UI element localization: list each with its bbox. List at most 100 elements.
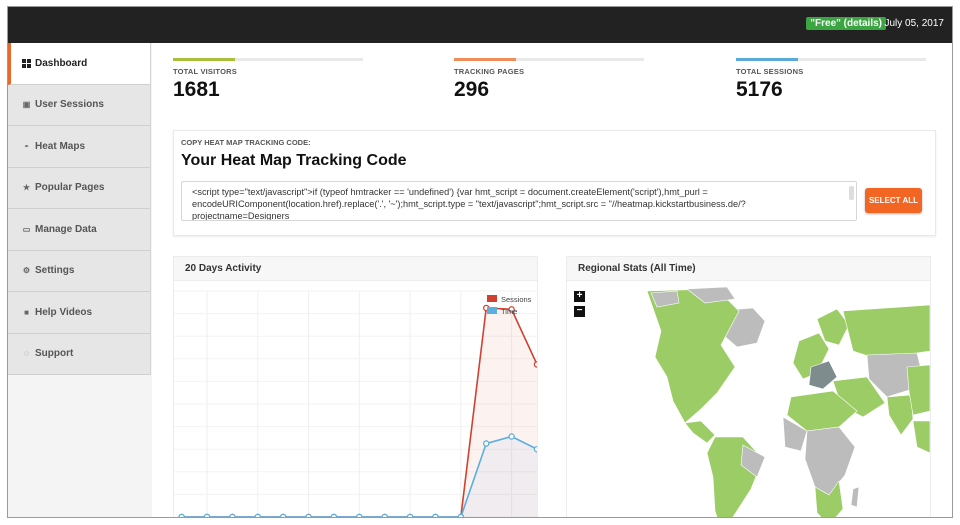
gauge-icon: ◓ (24, 141, 29, 151)
data-point (457, 513, 465, 517)
data-point (279, 513, 287, 517)
series-line (181, 435, 538, 517)
sidebar-item-label: User Sessions (35, 99, 104, 111)
map-europe-central[interactable] (808, 360, 838, 390)
legend-swatch (487, 307, 497, 314)
sidebar-item-label: Dashboard (35, 57, 88, 69)
map-central-africa[interactable] (804, 426, 856, 496)
stat-total-visitors: TOTAL VISITORS 1681 (173, 58, 363, 102)
sidebar-item-support[interactable]: ◌ Support (8, 334, 150, 375)
chat-icon: ◌ (24, 349, 29, 359)
regional-panel-title: Regional Stats (All Time) (567, 257, 930, 281)
tracking-code-textarea[interactable]: <script type="text/javascript">if (typeo… (181, 181, 857, 221)
video-icon: ■ (24, 307, 29, 317)
data-point (305, 513, 312, 517)
app-window: "Free" (details) July 05, 2017 Dashboard… (7, 6, 953, 518)
data-point (203, 513, 211, 517)
map-east-asia[interactable] (906, 364, 931, 416)
sidebar-item-dashboard[interactable]: Dashboard (8, 43, 150, 85)
series-area (181, 307, 537, 517)
main-content: TOTAL VISITORS 1681 TRACKING PAGES 296 T… (152, 43, 952, 517)
sidebar-item-popular-pages[interactable]: ★ Popular Pages (8, 168, 150, 209)
series-area (181, 436, 537, 517)
sidebar-item-manage-data[interactable]: ▭ Manage Data (8, 209, 150, 251)
data-point (533, 445, 541, 453)
data-point (508, 306, 515, 313)
stat-value: 296 (454, 78, 490, 101)
map-canada-north[interactable] (686, 286, 736, 304)
legend-swatch (487, 295, 497, 302)
activity-panel: 20 Days Activity 2468101214SessionsTime (173, 256, 541, 517)
select-all-button[interactable]: SELECT ALL (865, 188, 922, 213)
data-point (229, 513, 236, 517)
legend-label: Time (501, 307, 517, 316)
grid-icon (22, 58, 31, 68)
stat-accent-bar (454, 58, 516, 61)
gears-icon: ⚙ (22, 266, 31, 276)
sidebar-item-heat-maps[interactable]: ◓ Heat Maps (8, 126, 150, 168)
stat-label: TOTAL VISITORS (173, 67, 237, 76)
data-point (508, 433, 515, 440)
sidebar-item-help-videos[interactable]: ■ Help Videos (8, 292, 150, 334)
stat-tracking-pages: TRACKING PAGES 296 (454, 58, 644, 102)
data-point (432, 513, 439, 517)
map-southeast-asia[interactable] (912, 420, 931, 454)
series-line (181, 307, 538, 517)
data-point (406, 513, 414, 517)
sidebar-item-user-sessions[interactable]: ▣ User Sessions (8, 85, 150, 126)
star-icon: ★ (22, 183, 31, 193)
activity-panel-title: 20 Days Activity (174, 257, 537, 281)
image-icon: ▣ (22, 100, 31, 110)
stat-value: 1681 (173, 78, 220, 101)
drive-icon: ▭ (22, 224, 31, 234)
zoom-in-button[interactable]: + (574, 291, 585, 302)
stat-total-sessions: TOTAL SESSIONS 5176 (736, 58, 926, 102)
sidebar-item-label: Heat Maps (35, 140, 86, 152)
map-south-america-east[interactable] (740, 444, 766, 478)
activity-chart: 2468101214SessionsTime (174, 290, 541, 517)
data-point (178, 513, 185, 517)
stat-accent-bar (736, 58, 798, 61)
plan-badge[interactable]: "Free" (details) (806, 17, 886, 30)
map-south-america[interactable] (706, 436, 764, 518)
map-west-africa[interactable] (782, 416, 808, 452)
textarea-scrollbar[interactable] (849, 186, 854, 200)
tracking-code-heading: COPY HEAT MAP TRACKING CODE: (181, 138, 311, 147)
sidebar-item-label: Manage Data (35, 223, 97, 235)
sidebar-item-label: Support (35, 348, 74, 360)
code-line: projectname=Designers (192, 211, 290, 221)
current-date: July 05, 2017 (884, 18, 945, 29)
regional-panel: Regional Stats (All Time) (566, 256, 931, 518)
stat-value: 5176 (736, 78, 783, 101)
top-bar: "Free" (details) July 05, 2017 (8, 7, 952, 43)
sidebar-item-label: Popular Pages (35, 182, 105, 194)
map-madagascar[interactable] (850, 486, 860, 508)
zoom-out-button[interactable]: − (574, 306, 585, 317)
data-point (254, 513, 262, 517)
sidebar-item-label: Settings (35, 265, 75, 277)
code-line: <script type="text/javascript">if (typeo… (192, 187, 708, 197)
legend-label: Sessions (501, 295, 532, 304)
world-map[interactable] (567, 281, 931, 518)
map-southern-africa[interactable] (814, 480, 844, 518)
map-alaska[interactable] (650, 290, 680, 308)
map-russia[interactable] (842, 304, 931, 360)
tracking-code-title: Your Heat Map Tracking Code (181, 152, 407, 169)
tracking-code-card: COPY HEAT MAP TRACKING CODE: Your Heat M… (173, 130, 936, 236)
map-north-america[interactable] (646, 288, 740, 424)
data-point (482, 440, 490, 447)
sidebar-item-settings[interactable]: ⚙ Settings (8, 251, 150, 292)
code-line: encodeURIComponent(location.href).replac… (192, 199, 746, 209)
map-india[interactable] (886, 394, 914, 436)
map-scandinavia[interactable] (816, 308, 850, 346)
stat-label: TOTAL SESSIONS (736, 67, 804, 76)
data-point (330, 513, 338, 517)
map-central-america[interactable] (684, 420, 716, 444)
data-point (356, 513, 363, 517)
data-point (381, 513, 388, 517)
sidebar-item-label: Help Videos (35, 306, 93, 318)
sidebar: Dashboard ▣ User Sessions ◓ Heat Maps ★ Pop… (8, 43, 151, 375)
data-point (533, 361, 541, 368)
stat-accent-bar (173, 58, 235, 61)
stat-label: TRACKING PAGES (454, 67, 525, 76)
